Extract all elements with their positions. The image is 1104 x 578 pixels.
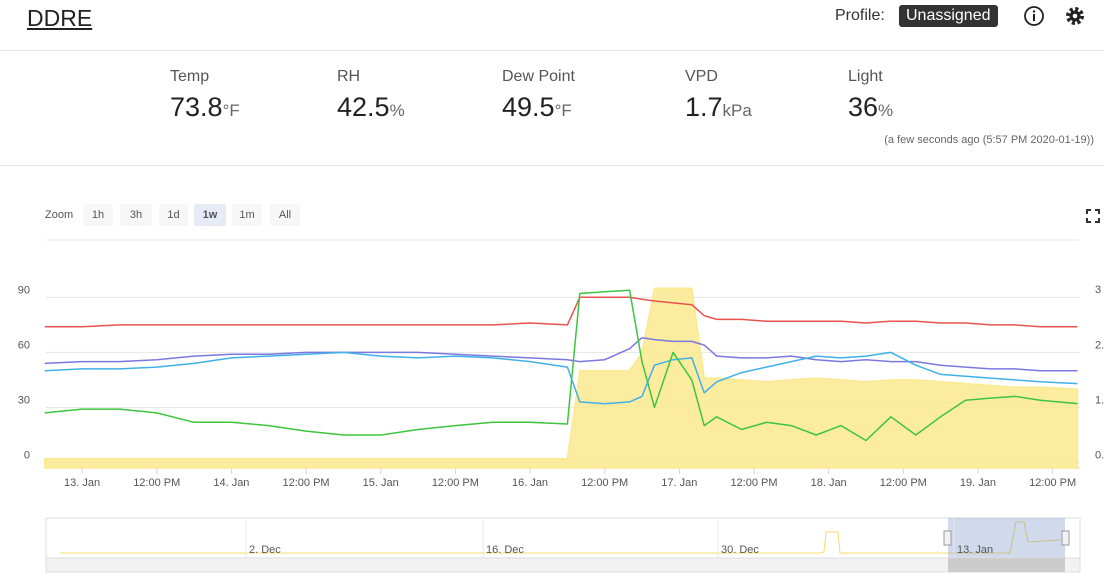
series-area	[44, 287, 1079, 469]
navigator-handle[interactable]	[943, 530, 952, 546]
reading-label: RH	[337, 68, 361, 85]
profile-label: Profile:	[835, 7, 885, 24]
x-tick-label: 12:00 PM	[880, 477, 927, 489]
navigator: 2. Dec 16. Dec 30. Dec 13. Jan	[45, 517, 1081, 573]
series-line	[44, 351, 1078, 405]
reading-unit: °F	[554, 101, 572, 120]
x-tick-label: 12:00 PM	[581, 477, 628, 489]
scrollbar-thumb[interactable]	[948, 558, 1065, 572]
scrollbar[interactable]	[45, 557, 1081, 573]
reading: Dew Point 49.5°F	[502, 68, 575, 123]
y2-tick-label: 2.	[1095, 339, 1104, 351]
navigator-frame	[45, 517, 1081, 559]
navigator-label: 16. Dec	[486, 544, 524, 556]
x-tick-label: 17. Jan	[661, 477, 697, 489]
x-tick-label: 13. Jan	[64, 477, 100, 489]
x-tick-label: 12:00 PM	[283, 477, 330, 489]
reading-label: Temp	[170, 68, 210, 85]
zoom-button[interactable]	[232, 204, 262, 226]
reading: RH 42.5%	[337, 68, 405, 123]
reading-value: 36%	[848, 92, 894, 122]
zoom-label: Zoom	[45, 209, 73, 221]
reading-label: VPD	[685, 68, 718, 85]
fullscreen-icon[interactable]	[1086, 209, 1100, 223]
series-line	[44, 336, 1078, 372]
device-title[interactable]: DDRE	[27, 5, 93, 31]
navigator-handle[interactable]	[1061, 530, 1070, 546]
reading-value: 73.8°F	[170, 92, 240, 122]
profile-badge[interactable]: Unassigned	[899, 5, 998, 27]
zoom-button-label[interactable]: 1m	[239, 209, 254, 221]
x-tick-label: 18. Jan	[811, 477, 847, 489]
zoom-button[interactable]	[159, 204, 188, 226]
y2-tick-label: 3	[1095, 284, 1101, 296]
separator	[0, 165, 1104, 166]
x-tick-label: 12:00 PM	[730, 477, 777, 489]
reading-unit: %	[878, 101, 894, 120]
navigator-label: 30. Dec	[721, 544, 759, 556]
navigator-label: 2. Dec	[249, 544, 281, 556]
y-tick-label: 0	[24, 449, 30, 461]
navigator-selection[interactable]	[948, 518, 1065, 558]
x-tick-label: 12:00 PM	[432, 477, 479, 489]
y2-tick-label: 1.	[1095, 394, 1104, 406]
zoom-button[interactable]	[194, 204, 226, 226]
chart: Zoom 1h 3h 1d 1w 1m All 2. Dec 16. Dec 30. Dec 1…	[18, 204, 1104, 573]
reading: Light 36%	[848, 68, 893, 123]
zoom-button[interactable]	[83, 204, 113, 226]
reading-label: Dew Point	[502, 68, 575, 85]
reading-value: 1.7kPa	[685, 92, 752, 122]
y2-tick-label: 0.	[1095, 449, 1104, 461]
zoom-button-label[interactable]: 1w	[203, 209, 218, 221]
x-tick-label: 16. Jan	[512, 477, 548, 489]
reading: Temp 73.8°F	[170, 68, 240, 123]
zoom-button-label[interactable]: 1d	[167, 209, 179, 221]
x-tick-label: 15. Jan	[363, 477, 399, 489]
navigator-label: 13. Jan	[957, 544, 993, 556]
zoom-button-label[interactable]: 1h	[92, 209, 104, 221]
reading-unit: °F	[222, 101, 240, 120]
reading-unit: kPa	[722, 101, 752, 120]
reading-label: Light	[848, 68, 883, 85]
x-tick-label: 12:00 PM	[133, 477, 180, 489]
reading-value: 49.5°F	[502, 92, 572, 122]
series-line	[44, 289, 1078, 442]
reading: VPD 1.7kPa	[685, 68, 752, 123]
header: DDRE Profile: Unassigned	[0, 0, 1104, 51]
settings-icon[interactable]	[1064, 5, 1086, 27]
x-tick-label: 12:00 PM	[1029, 477, 1076, 489]
x-tick-label: 19. Jan	[960, 477, 996, 489]
info-icon[interactable]	[1023, 5, 1045, 27]
zoom-button-label[interactable]: 3h	[130, 209, 142, 221]
series-line	[44, 296, 1078, 328]
navigator-line	[60, 521, 1061, 554]
zoom-button-label[interactable]: All	[279, 209, 291, 221]
y-tick-label: 60	[18, 339, 30, 351]
x-tick-label: 14. Jan	[213, 477, 249, 489]
y-tick-label: 30	[18, 394, 30, 406]
zoom-button[interactable]	[270, 204, 300, 226]
timestamp: (a few seconds ago (5:57 PM 2020-01-19))	[884, 134, 1094, 146]
reading-value: 42.5%	[337, 92, 405, 122]
reading-unit: %	[389, 101, 405, 120]
zoom-button[interactable]	[120, 204, 152, 226]
y-tick-label: 90	[18, 284, 30, 296]
